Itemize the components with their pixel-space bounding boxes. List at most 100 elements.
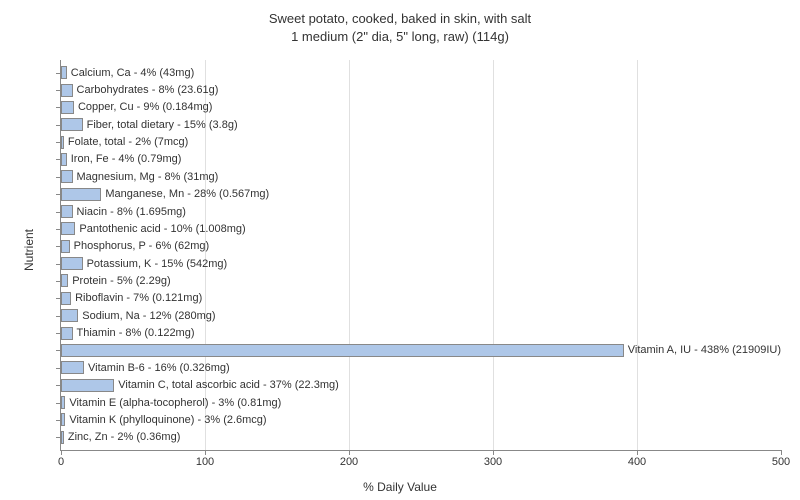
y-tick-mark <box>56 316 61 317</box>
bar-label: Pantothenic acid - 10% (1.008mg) <box>79 223 245 235</box>
bar-row: Zinc, Zn - 2% (0.36mg) <box>61 430 781 445</box>
x-tick-mark <box>349 450 350 455</box>
bar-row: Thiamin - 8% (0.122mg) <box>61 326 781 341</box>
nutrient-bar <box>61 136 64 149</box>
bar-label: Riboflavin - 7% (0.121mg) <box>75 292 202 304</box>
bar-row: Carbohydrates - 8% (23.61g) <box>61 83 781 98</box>
bar-label: Calcium, Ca - 4% (43mg) <box>71 67 194 79</box>
nutrient-bar <box>61 327 73 340</box>
y-tick-mark <box>56 264 61 265</box>
x-tick-label: 500 <box>772 456 790 468</box>
y-tick-mark <box>56 177 61 178</box>
bar-row: Vitamin K (phylloquinone) - 3% (2.6mcg) <box>61 412 781 427</box>
y-tick-mark <box>56 368 61 369</box>
y-tick-mark <box>56 281 61 282</box>
nutrient-bar <box>61 396 65 409</box>
bar-label: Fiber, total dietary - 15% (3.8g) <box>87 119 238 131</box>
bar-row: Folate, total - 2% (7mcg) <box>61 135 781 150</box>
bar-row: Sodium, Na - 12% (280mg) <box>61 308 781 323</box>
y-tick-mark <box>56 333 61 334</box>
bar-label: Iron, Fe - 4% (0.79mg) <box>71 153 182 165</box>
y-tick-mark <box>56 420 61 421</box>
nutrient-bar <box>61 344 624 357</box>
y-tick-mark <box>56 298 61 299</box>
bar-label: Vitamin A, IU - 438% (21909IU) <box>628 344 781 356</box>
y-tick-mark <box>56 159 61 160</box>
nutrient-bar <box>61 84 73 97</box>
bar-label: Sodium, Na - 12% (280mg) <box>82 310 215 322</box>
bar-label: Zinc, Zn - 2% (0.36mg) <box>68 431 180 443</box>
bar-row: Riboflavin - 7% (0.121mg) <box>61 291 781 306</box>
nutrient-bar <box>61 413 65 426</box>
bar-label: Vitamin K (phylloquinone) - 3% (2.6mcg) <box>69 414 266 426</box>
y-axis-label: Nutrient <box>22 229 36 271</box>
y-tick-mark <box>56 73 61 74</box>
y-tick-mark <box>56 107 61 108</box>
bar-label: Potassium, K - 15% (542mg) <box>87 258 228 270</box>
nutrient-bar <box>61 222 75 235</box>
y-tick-mark <box>56 142 61 143</box>
y-tick-mark <box>56 403 61 404</box>
bar-label: Thiamin - 8% (0.122mg) <box>77 327 195 339</box>
bar-label: Phosphorus, P - 6% (62mg) <box>74 240 210 252</box>
title-line-2: 1 medium (2" dia, 5" long, raw) (114g) <box>291 29 509 44</box>
bar-label: Folate, total - 2% (7mcg) <box>68 136 188 148</box>
y-tick-mark <box>56 194 61 195</box>
nutrient-bar <box>61 361 84 374</box>
bar-row: Protein - 5% (2.29g) <box>61 273 781 288</box>
chart-title: Sweet potato, cooked, baked in skin, wit… <box>0 0 800 46</box>
x-tick-mark <box>61 450 62 455</box>
x-tick-label: 300 <box>484 456 502 468</box>
y-tick-mark <box>56 437 61 438</box>
nutrient-bar <box>61 205 73 218</box>
bar-row: Magnesium, Mg - 8% (31mg) <box>61 169 781 184</box>
x-axis-label: % Daily Value <box>363 480 437 494</box>
y-tick-mark <box>56 246 61 247</box>
x-tick-label: 400 <box>628 456 646 468</box>
y-tick-mark <box>56 229 61 230</box>
bar-label: Carbohydrates - 8% (23.61g) <box>77 84 219 96</box>
y-tick-mark <box>56 385 61 386</box>
nutrient-bar <box>61 101 74 114</box>
nutrient-bar <box>61 274 68 287</box>
nutrient-bar <box>61 309 78 322</box>
nutrient-bar <box>61 379 114 392</box>
x-tick-mark <box>205 450 206 455</box>
y-tick-mark <box>56 350 61 351</box>
bar-row: Phosphorus, P - 6% (62mg) <box>61 239 781 254</box>
x-tick-mark <box>637 450 638 455</box>
plot-area: 0100200300400500 Calcium, Ca - 4% (43mg)… <box>60 60 781 451</box>
nutrient-bar <box>61 431 64 444</box>
bar-label: Vitamin E (alpha-tocopherol) - 3% (0.81m… <box>69 397 281 409</box>
bar-row: Calcium, Ca - 4% (43mg) <box>61 65 781 80</box>
x-tick-label: 100 <box>196 456 214 468</box>
nutrient-bar <box>61 153 67 166</box>
y-tick-mark <box>56 125 61 126</box>
bar-label: Manganese, Mn - 28% (0.567mg) <box>105 188 269 200</box>
x-tick-mark <box>493 450 494 455</box>
bars-container: Calcium, Ca - 4% (43mg) Carbohydrates - 8… <box>61 64 781 446</box>
nutrient-bar <box>61 257 83 270</box>
bar-label: Vitamin B-6 - 16% (0.326mg) <box>88 362 230 374</box>
x-tick-label: 0 <box>58 456 64 468</box>
nutrient-bar <box>61 292 71 305</box>
nutrient-bar <box>61 170 73 183</box>
bar-row: Manganese, Mn - 28% (0.567mg) <box>61 187 781 202</box>
y-tick-mark <box>56 212 61 213</box>
x-tick-label: 200 <box>340 456 358 468</box>
nutrient-bar <box>61 66 67 79</box>
nutrient-bar <box>61 188 101 201</box>
bar-row: Vitamin C, total ascorbic acid - 37% (22… <box>61 378 781 393</box>
bar-label: Protein - 5% (2.29g) <box>72 275 170 287</box>
nutrient-bar <box>61 118 83 131</box>
y-tick-mark <box>56 90 61 91</box>
bar-row: Iron, Fe - 4% (0.79mg) <box>61 152 781 167</box>
bar-row: Niacin - 8% (1.695mg) <box>61 204 781 219</box>
bar-label: Vitamin C, total ascorbic acid - 37% (22… <box>118 379 339 391</box>
nutrient-chart: Sweet potato, cooked, baked in skin, wit… <box>0 0 800 500</box>
bar-row: Pantothenic acid - 10% (1.008mg) <box>61 221 781 236</box>
x-tick-mark <box>781 450 782 455</box>
bar-label: Copper, Cu - 9% (0.184mg) <box>78 101 213 113</box>
bar-row: Fiber, total dietary - 15% (3.8g) <box>61 117 781 132</box>
bar-row: Vitamin A, IU - 438% (21909IU) <box>61 343 781 358</box>
